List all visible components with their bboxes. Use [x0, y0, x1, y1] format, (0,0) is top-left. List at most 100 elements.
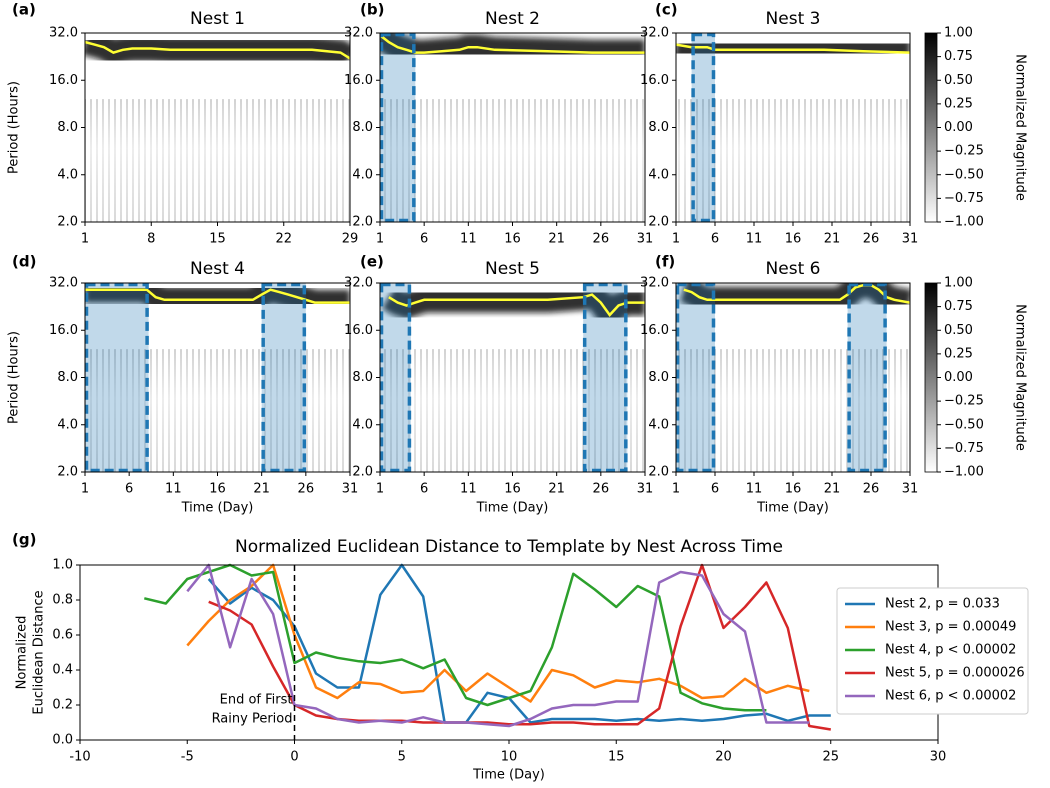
- legend-box: [836, 587, 1029, 715]
- y-tick-label: 0.0: [52, 733, 73, 748]
- x-tick-label: 6: [711, 482, 719, 497]
- x-tick-label: 26: [863, 232, 880, 247]
- panel: 2.0 4.0 8.0 16.0 32.0 1 8 15 22 29 Nest 1 (a) Period…: [7, 1, 359, 247]
- x-tick-label: 0: [290, 750, 298, 765]
- x-tick-label: 31: [637, 482, 654, 497]
- y-tick-label: 0.8: [52, 593, 73, 608]
- x-tick-label: 1: [376, 232, 384, 247]
- line-panel: (g) Normalized Euclidean Distance to Temp…: [12, 531, 1029, 783]
- highlight-region: [380, 283, 411, 472]
- y-tick-label: 8.0: [648, 120, 669, 135]
- panel-title: Nest 3: [766, 9, 821, 29]
- x-tick-label: -10: [69, 750, 90, 765]
- y-tick-label: 1.0: [52, 558, 73, 573]
- colorbar-tick-label: 0.50: [944, 73, 973, 88]
- y-tick-label: 32.0: [640, 276, 669, 291]
- y-tick-label: 32.0: [49, 276, 78, 291]
- x-axis-label: Time (Day): [472, 768, 545, 783]
- ridge-line: [85, 288, 350, 304]
- x-tick-label: 1: [672, 232, 680, 247]
- y-tick-label: 4.0: [352, 167, 373, 182]
- x-tick-label: 6: [125, 482, 133, 497]
- y-tick-label: 2.0: [352, 465, 373, 480]
- ridge-line: [683, 283, 910, 304]
- plot-area: [85, 33, 350, 222]
- x-tick-label: -5: [181, 750, 194, 765]
- x-tick-label: 1: [672, 482, 680, 497]
- colorbar: [924, 32, 938, 223]
- texture-fade: [85, 99, 350, 222]
- x-tick-label: 26: [593, 232, 610, 247]
- x-tick-label: 31: [902, 232, 919, 247]
- colorbar-label: Normalized Magnitude: [1013, 54, 1028, 201]
- highlight-border: [675, 282, 716, 473]
- highlight-border: [379, 32, 416, 223]
- y-tick-label: 8.0: [57, 370, 78, 385]
- y-tick-label: 2.0: [57, 465, 78, 480]
- y-tick-label: 32.0: [49, 26, 78, 41]
- legend-label: Nest 3, p = 0.00049: [885, 620, 1016, 635]
- colorbar-tick-label: −0.25: [944, 144, 984, 159]
- x-axis-label: Time (Day): [476, 501, 549, 516]
- x-tick-label: 31: [902, 482, 919, 497]
- chart-title: Normalized Euclidean Distance to Templat…: [235, 537, 783, 557]
- x-tick-label: 20: [715, 750, 732, 765]
- series-line: [208, 563, 832, 731]
- x-tick-label: 1: [81, 482, 89, 497]
- y-tick-label: 4.0: [648, 417, 669, 432]
- y-axis-label: Euclidean Distance: [32, 590, 47, 714]
- colorbar-tick-label: −0.50: [944, 417, 984, 432]
- x-tick-label: 15: [608, 750, 625, 765]
- highlight-region: [676, 283, 715, 472]
- x-tick-label: 31: [342, 482, 359, 497]
- highlight-region: [261, 283, 306, 472]
- highlight-region: [847, 283, 887, 472]
- panel-title: Nest 6: [766, 259, 821, 279]
- y-axis-label: Period (Hours): [7, 81, 22, 174]
- x-tick-label: 21: [548, 482, 565, 497]
- y-tick-label: 8.0: [352, 120, 373, 135]
- colorbar-label: Normalized Magnitude: [1013, 304, 1028, 451]
- colorbar-tick-label: 1.00: [944, 26, 973, 41]
- colorbar-tick-label: 0.50: [944, 323, 973, 338]
- x-tick-label: 29: [342, 232, 359, 247]
- colorbar-tick-label: 0.00: [944, 370, 973, 385]
- colorbar-tick-label: −0.75: [944, 441, 984, 456]
- panel-label: (f): [655, 253, 675, 271]
- colorbar-tick-label: −0.50: [944, 167, 984, 182]
- y-axis-label: Period (Hours): [7, 331, 22, 424]
- colorbar: [924, 282, 938, 473]
- highlight-border: [84, 282, 149, 473]
- texture-fade: [380, 349, 645, 472]
- panel-label: (d): [12, 253, 36, 271]
- y-tick-label: 4.0: [648, 167, 669, 182]
- y-tick-label: 4.0: [57, 417, 78, 432]
- plot-area: [676, 283, 910, 472]
- texture-fade: [380, 99, 645, 222]
- y-tick-label: 32.0: [640, 26, 669, 41]
- x-tick-label: 21: [824, 482, 841, 497]
- y-tick-label: 4.0: [57, 167, 78, 182]
- highlight-region: [691, 33, 715, 222]
- ridge-line: [380, 34, 645, 54]
- x-tick-label: 16: [785, 232, 802, 247]
- x-axis-label: Time (Day): [181, 501, 254, 516]
- panel-title: Nest 1: [190, 9, 245, 29]
- panel-label: (a): [12, 1, 36, 19]
- x-axis-label: Time (Day): [756, 501, 829, 516]
- x-tick-label: 30: [930, 750, 947, 765]
- y-tick-label: 16.0: [49, 323, 78, 338]
- x-tick-label: 6: [420, 482, 428, 497]
- panel-title: Nest 4: [190, 259, 245, 279]
- x-tick-label: 11: [460, 232, 477, 247]
- x-tick-label: 1: [376, 482, 384, 497]
- y-tick-label: 2.0: [648, 215, 669, 230]
- x-tick-label: 11: [746, 232, 763, 247]
- legend-label: Nest 2, p = 0.033: [885, 597, 1000, 612]
- colorbar-tick-label: 0.00: [944, 120, 973, 135]
- annotation: Rainy Period: [212, 712, 293, 727]
